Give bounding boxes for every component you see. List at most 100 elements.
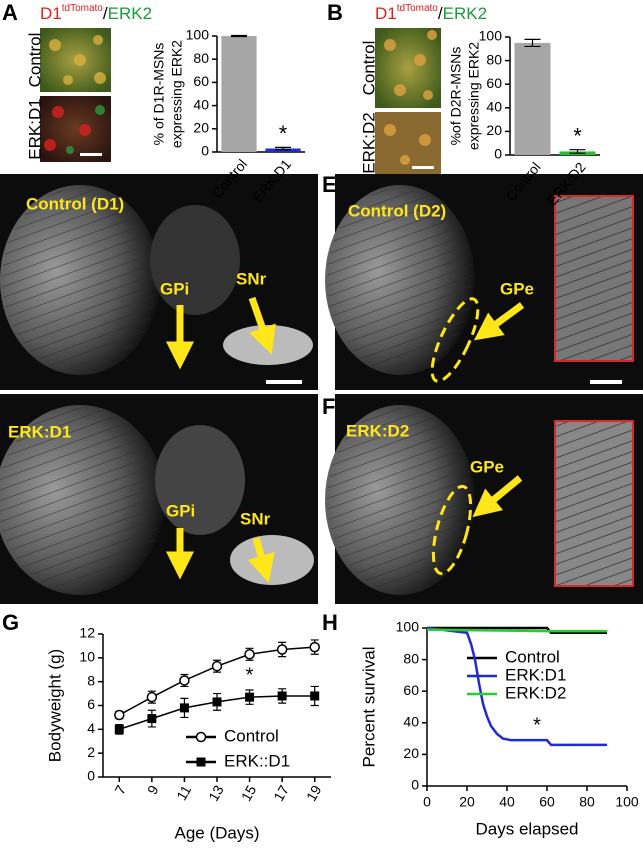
marker (212, 697, 222, 707)
scale-bar (590, 380, 622, 384)
panel-letter: A (2, 0, 18, 25)
error-bar (569, 149, 586, 154)
image-label: ERK:D2 (346, 421, 409, 440)
header-part: / (103, 4, 108, 23)
y-axis-label: % of D1R-MSNs (151, 43, 167, 146)
x-tick-label: 17 (270, 782, 292, 804)
inset (556, 422, 632, 585)
region-outline (430, 297, 480, 383)
panel-letter: F (322, 394, 335, 419)
error-bar (275, 146, 291, 151)
image-label: GPe (500, 279, 534, 298)
y-tick-label: 10 (79, 649, 95, 665)
marker (211, 660, 223, 672)
annotation: * (573, 124, 582, 149)
y-tick-label: 100 (396, 619, 420, 635)
y-tick-label: 0 (87, 768, 95, 784)
y-tick-label: 2 (87, 744, 95, 760)
y-tick-label: 60 (486, 75, 502, 91)
x-tick-label: 0 (423, 794, 431, 810)
panel-letter: E (322, 172, 337, 197)
annotation: * (246, 664, 254, 686)
annotation: * (279, 121, 288, 146)
image-label: SNr (236, 269, 267, 288)
image-header: D1tdTomato/ERK2 (375, 3, 487, 24)
y-tick-label: 40 (403, 714, 419, 730)
micrograph (375, 112, 441, 174)
y-tick-label: 40 (193, 96, 209, 112)
marker (114, 709, 125, 721)
x-tick-label: 7 (111, 782, 129, 797)
y-tick-label: 6 (87, 696, 95, 712)
scale-bar (412, 166, 434, 169)
cells (44, 35, 106, 154)
tissue (155, 425, 245, 535)
y-axis-label: expressing ERK2 (466, 42, 482, 150)
y-tick-label: 80 (403, 650, 419, 666)
y-tick-label: 12 (79, 625, 95, 641)
y-axis-label: Bodyweight (g) (45, 649, 64, 762)
header-part: ERK2 (108, 4, 152, 23)
y-axis-label: expressing ERK2 (169, 40, 185, 148)
tissue (150, 205, 240, 315)
marker (310, 691, 320, 701)
marker (146, 691, 158, 703)
header-part: D1 (40, 4, 62, 23)
y-tick-label: 0 (201, 143, 209, 159)
x-tick-label: 60 (539, 794, 555, 810)
x-tick-label: 20 (459, 794, 475, 810)
marker (114, 724, 124, 734)
header-part: D1 (375, 4, 397, 23)
x-tick-label: 13 (205, 782, 227, 804)
marker (244, 649, 255, 660)
annotation: * (533, 714, 541, 736)
cells (384, 30, 437, 165)
tissue (327, 408, 473, 592)
arrow (247, 537, 275, 583)
tissue (230, 535, 314, 585)
image-label: GPi (160, 279, 189, 298)
y-tick-label: 4 (87, 720, 95, 736)
marker (309, 641, 320, 653)
legend-label: ERK:D1 (505, 665, 566, 684)
tissue (2, 188, 158, 372)
header-part: tdTomato (62, 3, 104, 14)
row-label: Control (359, 41, 378, 96)
scale-bar (80, 153, 102, 156)
y-tick-label: 60 (403, 682, 419, 698)
image-label: SNr (240, 509, 271, 528)
y-tick-label: 100 (186, 27, 210, 43)
error-bar (524, 38, 541, 48)
tissue (0, 408, 163, 592)
marker (147, 714, 157, 724)
y-axis-label: %of D2R-MSNs (448, 47, 464, 146)
panel-letter: B (327, 0, 343, 25)
y-axis-label: Percent survival (359, 647, 378, 768)
image-label: GPe (470, 457, 504, 476)
legend-label: Control (505, 647, 560, 666)
tissue (223, 325, 313, 365)
region-outline (431, 484, 473, 576)
marker (179, 703, 189, 713)
panel-letter: H (322, 610, 338, 635)
header-part: tdTomato (397, 3, 439, 14)
y-tick-label: 20 (193, 120, 209, 136)
row-label: ERK:D1 (25, 98, 44, 159)
marker (277, 691, 287, 701)
arrow (248, 296, 276, 355)
x-tick-label: 15 (238, 782, 260, 804)
y-tick-label: 40 (486, 99, 502, 115)
tissue (327, 188, 473, 372)
legend-marker (195, 731, 207, 743)
x-axis-label: Age (Days) (174, 823, 259, 842)
y-tick-label: 80 (486, 51, 502, 67)
inset (556, 197, 632, 360)
y-tick-label: 0 (411, 777, 419, 793)
panel-letter: G (2, 610, 19, 635)
header-part: ERK2 (443, 4, 487, 23)
y-tick-label: 0 (494, 146, 502, 162)
x-tick-label: 19 (303, 782, 325, 804)
arrow (473, 302, 525, 341)
series-line (426, 626, 607, 747)
